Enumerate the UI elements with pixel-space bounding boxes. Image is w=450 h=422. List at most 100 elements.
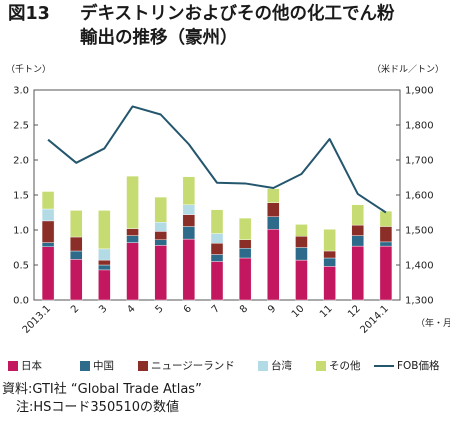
bar-nz	[70, 236, 83, 252]
bar-other	[379, 210, 393, 227]
y2-tick-label: 1,800	[405, 121, 434, 132]
bar-nz	[267, 202, 280, 217]
y2-tick-label: 1,300	[405, 296, 434, 307]
bar-other	[295, 224, 308, 237]
bar-china	[70, 250, 83, 260]
bar-nz	[295, 236, 308, 248]
chart-title: 図13 デキストリンおよびその他の化工でん粉 輸出の推移（豪州）	[8, 2, 394, 50]
legend-swatch-taiwan	[258, 360, 268, 371]
bar-china	[182, 226, 196, 240]
x-tick-label: 12	[346, 303, 363, 320]
y2-tick-label: 1,400	[405, 261, 434, 272]
bar-nz	[126, 228, 139, 236]
bar-other	[267, 188, 280, 203]
bar-other	[41, 191, 55, 210]
bar-china	[267, 216, 280, 230]
x-tick-label: 2014.1	[359, 303, 392, 336]
y2-tick-label: 1,700	[405, 156, 434, 167]
source-text: 資料:GTI社 “Global Trade Atlas”	[2, 382, 202, 397]
figure-number: 図13	[8, 4, 50, 24]
bar-china	[379, 241, 393, 247]
bar-china	[41, 242, 55, 248]
bar-japan	[351, 245, 364, 301]
title-line-2: 輸出の推移（豪州）	[80, 28, 238, 48]
right-axis-unit: （米ドル／トン）	[372, 65, 445, 75]
chart-plot: 0.0 0.5 1.0 1.5 2.0 2.5 3.0 1,300 1,400 1,500 1,60…	[13, 86, 450, 336]
title-line-1: デキストリンおよびその他の化工でん粉	[80, 4, 395, 24]
bar-japan	[238, 257, 252, 301]
bar-china	[351, 235, 364, 247]
bar-japan	[323, 266, 336, 301]
bar-nz	[182, 214, 196, 227]
bar-other	[70, 210, 83, 238]
y2-tick-label: 1,500	[405, 226, 434, 237]
legend: 日本 中国 ニュージーランド 台湾 その他 FOB価格	[8, 358, 448, 372]
bar-china	[238, 247, 252, 259]
bar-nz	[351, 224, 364, 236]
y-tick-label: 0.0	[13, 296, 29, 307]
x-tick-label: 2013.1	[21, 303, 54, 336]
left-axis-unit: （千トン）	[6, 65, 52, 75]
bar-china	[210, 254, 224, 262]
x-tick-label: 5	[154, 303, 166, 315]
bar-nz	[41, 220, 55, 243]
y-tick-label: 2.5	[13, 121, 29, 132]
legend-swatch-china	[80, 360, 90, 371]
legend-swatch-nz	[138, 360, 148, 371]
legend-item-fob: FOB価格	[374, 358, 440, 373]
bar-japan	[379, 245, 393, 301]
legend-item-nz: ニュージーランド	[138, 358, 235, 373]
y-tick-label: 1.5	[13, 191, 29, 202]
x-tick-label: 2	[69, 303, 81, 315]
bar-nz	[323, 250, 336, 259]
legend-label-fob: FOB価格	[397, 360, 440, 372]
legend-item-taiwan: 台湾	[258, 358, 292, 373]
bar-taiwan	[41, 208, 55, 222]
legend-swatch-fob	[374, 364, 394, 367]
y-tick-label: 1.0	[13, 226, 29, 237]
x-tick-label: 3	[97, 303, 109, 315]
x-tick-label: 4	[125, 303, 137, 315]
bar-taiwan	[210, 233, 224, 244]
legend-label-taiwan: 台湾	[271, 360, 292, 372]
x-tick-label: 6	[182, 303, 194, 315]
x-tick-label: 8	[238, 303, 250, 315]
bar-other	[323, 229, 336, 252]
bar-other	[351, 204, 364, 226]
x-tick-label: 10	[290, 303, 307, 320]
x-tick-label: 11	[318, 303, 335, 320]
bar-taiwan	[154, 222, 167, 232]
bar-japan	[267, 229, 280, 301]
legend-label-japan: 日本	[21, 360, 42, 372]
x-tick-label: 9	[266, 303, 278, 315]
bar-other	[98, 210, 111, 250]
bar-china	[126, 235, 139, 243]
y2-tick-label: 1,600	[405, 191, 434, 202]
bar-nz	[210, 243, 224, 255]
bar-japan	[154, 245, 167, 301]
bar-japan	[210, 261, 224, 301]
y-tick-label: 0.5	[13, 261, 29, 272]
y-tick-label: 2.0	[13, 156, 29, 167]
bar-china	[323, 257, 336, 267]
bar-japan	[295, 259, 308, 301]
footer: 資料:GTI社 “Global Trade Atlas” 注:HSコード3505…	[2, 381, 202, 417]
bar-other	[126, 175, 139, 229]
bar-taiwan	[98, 248, 111, 261]
bar-other	[238, 217, 252, 241]
bar-nz	[98, 259, 111, 266]
bar-other	[210, 209, 224, 234]
bar-japan	[126, 242, 139, 301]
legend-swatch-other	[316, 360, 326, 371]
bar-other	[154, 196, 167, 223]
note-text: 注:HSコード350510の数値	[16, 400, 180, 415]
bar-other	[182, 176, 196, 206]
bar-china	[154, 239, 167, 246]
bar-china	[98, 264, 111, 271]
y2-tick-label: 1,900	[405, 86, 434, 97]
bar-nz	[154, 231, 167, 240]
x-axis-unit: （年・月）	[416, 317, 450, 329]
fob-price-line	[47, 105, 387, 214]
x-tick-label: 7	[210, 303, 222, 315]
legend-label-china: 中国	[93, 360, 114, 372]
